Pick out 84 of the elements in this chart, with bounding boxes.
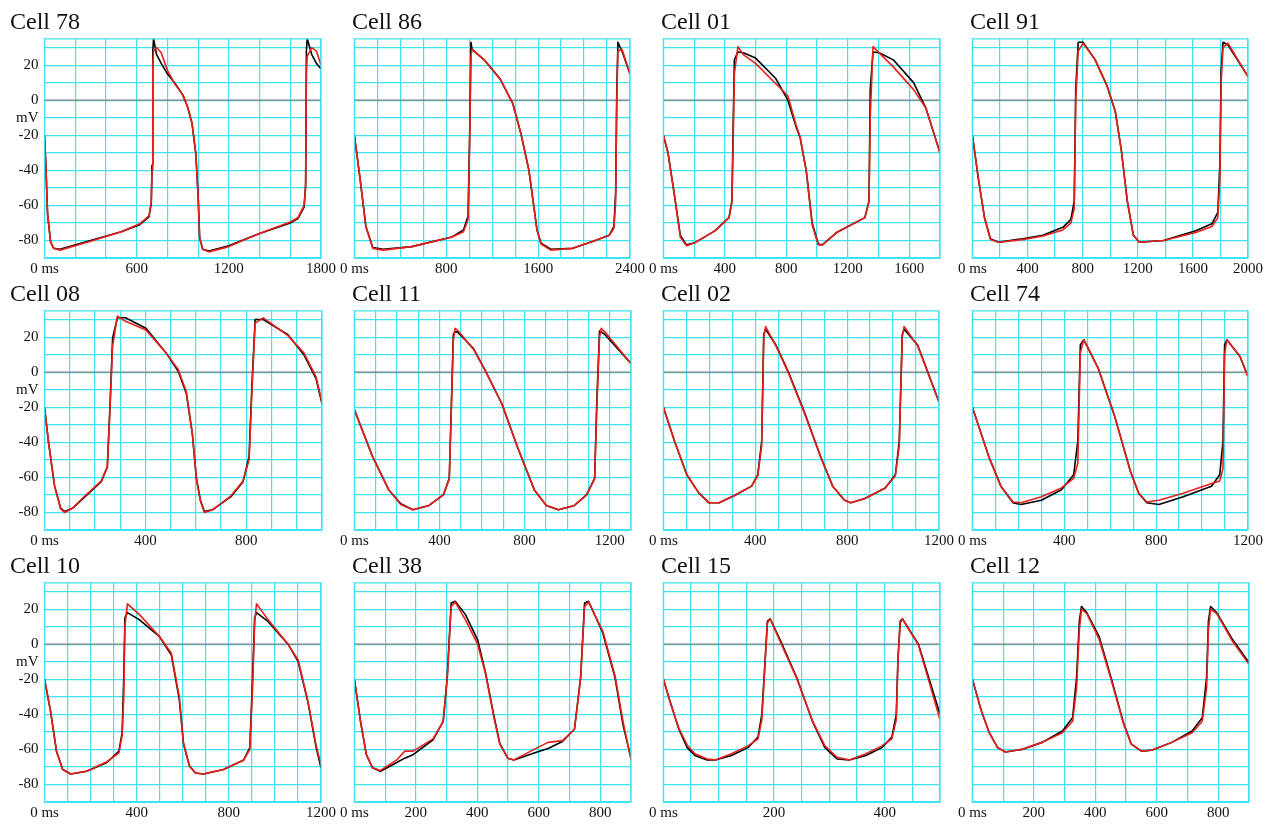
x-tick-label: 0 ms bbox=[648, 531, 678, 548]
y-tick-label: 20 bbox=[23, 600, 39, 617]
y-tick-label: 0 bbox=[31, 635, 39, 652]
x-tick-label: 0 ms bbox=[957, 531, 987, 548]
x-tick-label: 1200 bbox=[832, 259, 863, 276]
y-tick-label: -60 bbox=[18, 196, 39, 213]
chart-title: Cell 78 bbox=[10, 7, 80, 34]
x-tick-label: 800 bbox=[435, 259, 458, 276]
y-tick-label: -20 bbox=[18, 670, 39, 687]
y-tick-label: 20 bbox=[23, 328, 39, 345]
x-tick-label: 800 bbox=[1071, 259, 1094, 276]
x-tick-label: 600 bbox=[125, 259, 148, 276]
chart-title: Cell 38 bbox=[352, 551, 422, 578]
x-tick-label: 0 ms bbox=[30, 803, 60, 820]
x-tick-label: 0 ms bbox=[957, 803, 987, 820]
y-tick-label: -20 bbox=[18, 398, 39, 415]
x-tick-label: 400 bbox=[1016, 259, 1039, 276]
chart-title: Cell 11 bbox=[352, 279, 422, 306]
x-tick-label: 800 bbox=[1144, 531, 1168, 548]
chart-title: Cell 74 bbox=[970, 279, 1040, 306]
x-tick-label: 400 bbox=[744, 531, 767, 548]
x-tick-label: 800 bbox=[1207, 803, 1230, 820]
x-tick-label: 2000 bbox=[1233, 259, 1263, 276]
x-tick-label: 800 bbox=[235, 531, 258, 548]
y-tick-label: -80 bbox=[18, 503, 39, 520]
x-tick-label: 0 ms bbox=[648, 803, 678, 820]
x-tick-label: 0 ms bbox=[30, 259, 60, 276]
x-tick-label: 1200 bbox=[1122, 259, 1153, 276]
y-tick-label: -80 bbox=[18, 231, 39, 248]
chart-title: Cell 02 bbox=[661, 279, 731, 306]
x-tick-label: 200 bbox=[1022, 803, 1046, 820]
y-tick-label: -20 bbox=[18, 126, 39, 143]
x-tick-label: 800 bbox=[835, 531, 859, 548]
x-tick-label: 400 bbox=[1053, 531, 1076, 548]
x-tick-label: 800 bbox=[217, 803, 241, 820]
y-tick-label: -40 bbox=[18, 161, 39, 178]
x-tick-label: 0 ms bbox=[648, 259, 678, 276]
chart-title: Cell 15 bbox=[661, 551, 731, 578]
x-tick-label: 1200 bbox=[306, 803, 336, 820]
y-tick-label: -60 bbox=[18, 740, 39, 757]
x-tick-label: 1200 bbox=[924, 531, 954, 548]
x-tick-label: 0 ms bbox=[957, 259, 987, 276]
y-tick-label: -40 bbox=[18, 705, 39, 722]
x-tick-label: 200 bbox=[404, 803, 428, 820]
x-tick-label: 1800 bbox=[306, 259, 336, 276]
x-tick-label: 0 ms bbox=[339, 259, 369, 276]
x-tick-label: 800 bbox=[589, 803, 612, 820]
y-tick-label: 0 bbox=[31, 91, 39, 108]
x-tick-label: 0 ms bbox=[30, 531, 60, 548]
y-tick-label: -60 bbox=[18, 468, 39, 485]
y-tick-label: -80 bbox=[18, 775, 39, 792]
chart-title: Cell 10 bbox=[10, 551, 80, 578]
x-tick-label: 1600 bbox=[523, 259, 554, 276]
x-tick-label: 1200 bbox=[1233, 531, 1263, 548]
x-tick-label: 1600 bbox=[1177, 259, 1208, 276]
x-tick-label: 400 bbox=[1084, 803, 1107, 820]
y-tick-label: mV bbox=[16, 652, 39, 669]
chart-title: Cell 01 bbox=[661, 7, 731, 34]
x-tick-label: 400 bbox=[466, 803, 489, 820]
x-tick-label: 600 bbox=[527, 803, 551, 820]
y-tick-label: mV bbox=[16, 380, 39, 397]
chart-title: Cell 08 bbox=[10, 279, 80, 306]
y-tick-label: -40 bbox=[18, 433, 39, 450]
x-tick-label: 400 bbox=[873, 803, 896, 820]
x-tick-label: 200 bbox=[762, 803, 786, 820]
x-tick-label: 400 bbox=[134, 531, 157, 548]
x-tick-label: 600 bbox=[1145, 803, 1169, 820]
y-tick-label: 20 bbox=[23, 56, 39, 73]
chart-title: Cell 91 bbox=[970, 7, 1040, 34]
x-tick-label: 400 bbox=[713, 259, 737, 276]
x-tick-label: 1600 bbox=[894, 259, 925, 276]
x-tick-label: 0 ms bbox=[339, 803, 369, 820]
chart-title: Cell 86 bbox=[352, 7, 422, 34]
x-tick-label: 800 bbox=[513, 531, 536, 548]
x-tick-label: 800 bbox=[775, 259, 798, 276]
x-tick-label: 400 bbox=[428, 531, 451, 548]
y-tick-label: mV bbox=[16, 108, 39, 125]
y-tick-label: 0 bbox=[31, 363, 39, 380]
x-tick-label: 2400 bbox=[615, 259, 645, 276]
x-tick-label: 1200 bbox=[213, 259, 244, 276]
x-tick-label: 400 bbox=[125, 803, 148, 820]
x-tick-label: 0 ms bbox=[339, 531, 369, 548]
x-tick-label: 1200 bbox=[594, 531, 625, 548]
chart-title: Cell 12 bbox=[970, 551, 1040, 578]
